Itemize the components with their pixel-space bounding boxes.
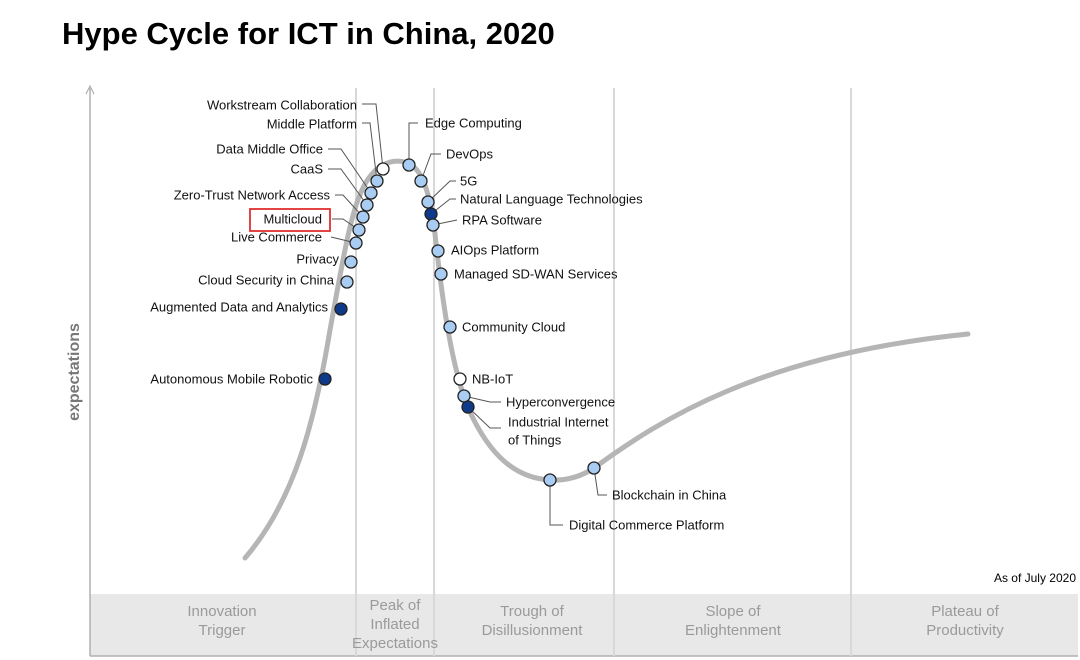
leader-line-natural-language-technologies — [430, 198, 456, 215]
leader-line-industrial-internet-of-things — [467, 406, 501, 429]
label-privacy: Privacy — [296, 251, 339, 266]
marker-devops — [414, 174, 428, 188]
leader-line-devops — [420, 153, 441, 182]
leader-line-blockchain-in-china — [593, 467, 607, 496]
phase-label-peak: Peak of Inflated Expectations — [352, 597, 438, 652]
highlight-box-multicloud — [249, 208, 331, 232]
marker-5g — [421, 195, 435, 209]
marker-community-cloud — [443, 320, 457, 334]
marker-industrial-internet-of-things — [461, 400, 475, 414]
phase-band — [90, 594, 1078, 656]
marker-multicloud — [352, 223, 366, 237]
label-hyperconvergence: Hyperconvergence — [506, 394, 615, 409]
label-community-cloud: Community Cloud — [462, 319, 565, 334]
leader-line-hyperconvergence — [463, 395, 501, 403]
hype-curve — [242, 158, 971, 561]
label-data-middle-office: Data Middle Office — [216, 141, 323, 156]
leader-line-5g — [427, 180, 456, 203]
label-multicloud: Multicloud — [263, 211, 322, 226]
marker-live-commerce — [349, 236, 363, 250]
phase-label-trough: Trough of Disillusionment — [481, 603, 583, 639]
leader-line-workstream-collaboration — [362, 103, 384, 170]
label-5g: 5G — [460, 173, 477, 188]
phase-label-innovation-trigger: Innovation Trigger — [187, 603, 257, 639]
label-middle-platform: Middle Platform — [267, 116, 357, 131]
label-autonomous-mobile-robotic: Autonomous Mobile Robotic — [150, 371, 313, 386]
label-natural-language-technologies: Natural Language Technologies — [460, 191, 643, 206]
y-axis-arrow — [85, 84, 95, 95]
leader-line-digital-commerce-platform — [549, 480, 563, 526]
marker-blockchain-in-china — [587, 461, 601, 475]
label-industrial-internet-of-things-line-1: Industrial Internet — [508, 414, 609, 429]
marker-natural-language-technologies — [424, 207, 438, 221]
label-blockchain-in-china: Blockchain in China — [612, 487, 727, 502]
label-edge-computing: Edge Computing — [425, 115, 522, 130]
label-rpa-software: RPA Software — [462, 212, 542, 227]
as-of-note: As of July 2020 — [993, 571, 1076, 585]
phase-label-slope: Slope of Enlightenment — [685, 603, 781, 639]
chart-title: Hype Cycle for ICT in China, 2020 — [62, 16, 555, 51]
marker-caas — [360, 198, 374, 212]
label-workstream-collaboration: Workstream Collaboration — [207, 97, 357, 112]
marker-middle-platform — [370, 174, 384, 188]
label-caas: CaaS — [290, 161, 323, 176]
leader-line-caas — [328, 168, 368, 206]
label-cloud-security-in-china: Cloud Security in China — [198, 272, 335, 287]
marker-augmented-data-and-analytics — [334, 302, 348, 316]
label-devops: DevOps — [446, 146, 493, 161]
leader-line-edge-computing — [408, 122, 418, 165]
marker-nb-iot — [453, 372, 467, 386]
label-aiops-platform: AIOps Platform — [451, 242, 539, 257]
marker-managed-sd-wan-services — [434, 267, 448, 281]
marker-rpa-software — [426, 218, 440, 232]
label-industrial-internet-of-things-line-2: of Things — [508, 432, 562, 447]
leader-line-data-middle-office — [328, 148, 372, 194]
leader-line-zero-trust-network-access — [335, 194, 364, 218]
marker-privacy — [344, 255, 358, 269]
y-axis-label: expectations — [66, 323, 83, 421]
marker-autonomous-mobile-robotic — [318, 372, 332, 386]
marker-edge-computing — [402, 158, 416, 172]
label-zero-trust-network-access: Zero-Trust Network Access — [174, 187, 331, 202]
marker-digital-commerce-platform — [543, 473, 557, 487]
label-digital-commerce-platform: Digital Commerce Platform — [569, 517, 724, 532]
marker-data-middle-office — [364, 186, 378, 200]
label-managed-sd-wan-services: Managed SD-WAN Services — [454, 266, 618, 281]
label-augmented-data-and-analytics: Augmented Data and Analytics — [150, 299, 328, 314]
phase-label-plateau: Plateau of Productivity — [926, 603, 1004, 639]
marker-workstream-collaboration — [376, 162, 390, 176]
label-nb-iot: NB-IoT — [472, 371, 513, 386]
leader-line-middle-platform — [362, 122, 378, 182]
marker-zero-trust-network-access — [356, 210, 370, 224]
label-live-commerce: Live Commerce — [231, 229, 322, 244]
marker-cloud-security-in-china — [340, 275, 354, 289]
marker-aiops-platform — [431, 244, 445, 258]
marker-hyperconvergence — [457, 389, 471, 403]
